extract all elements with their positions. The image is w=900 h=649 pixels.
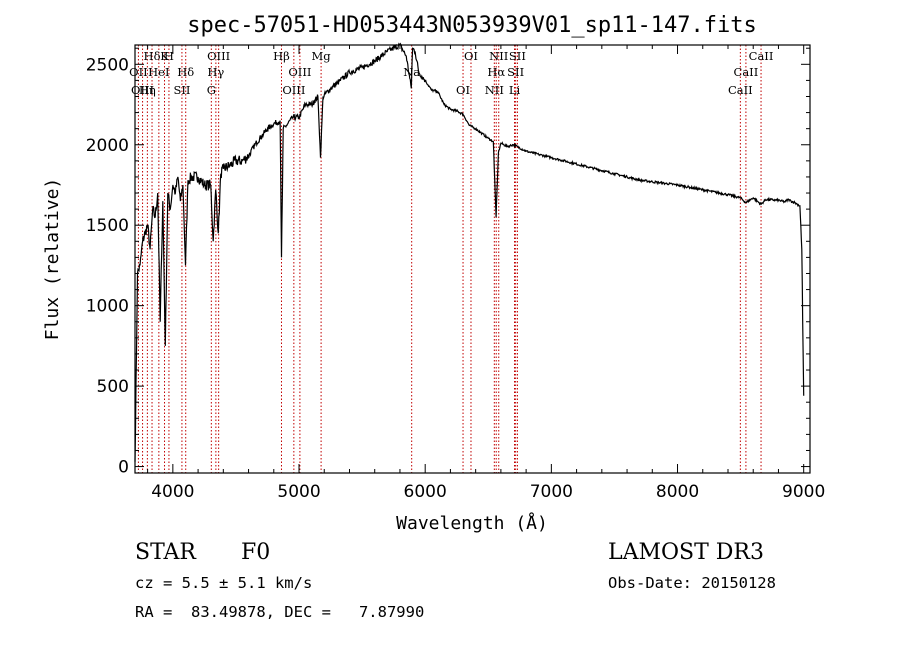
line-label: OI (456, 83, 470, 97)
x-tick-label: 7000 (530, 482, 573, 502)
line-label: OIII (282, 83, 305, 97)
y-tick-label: 500 (97, 377, 129, 397)
line-label: Hδ (144, 49, 161, 63)
axis-ticks: 4000 5000 6000 7000 8000 9000 0 500 1000 1500 2000… (86, 45, 825, 502)
line-label: Hγ (207, 65, 224, 79)
y-tick-label: 2500 (86, 55, 129, 75)
y-tick-label: 0 (118, 458, 129, 478)
observation-date: Obs-Date: 20150128 (608, 574, 776, 592)
line-label: NII (485, 83, 504, 97)
chart-title: spec-57051-HD053443N053939V01_sp11-147.f… (187, 13, 757, 38)
line-label: Hη (139, 83, 156, 97)
plot-frame (134, 44, 811, 474)
line-label: SII (507, 65, 524, 79)
line-label: OIII (131, 83, 154, 97)
x-tick-label: 5000 (277, 482, 320, 502)
line-label: Li (509, 83, 521, 97)
x-axis-label: Wavelength (Å) (396, 512, 548, 534)
line-label: OII (129, 65, 148, 79)
x-tick-label: 8000 (656, 482, 699, 502)
line-label: H (164, 49, 174, 63)
object-subclass: F0 (241, 540, 271, 565)
line-label: K (160, 49, 169, 63)
line-label: SII (509, 49, 526, 63)
line-label: Hα (487, 65, 505, 79)
y-tick-label: 1000 (86, 297, 129, 317)
x-tick-label: 4000 (151, 482, 194, 502)
coordinates: RA = 83.49878, DEC = 7.87990 (135, 603, 425, 621)
spectrum-series (134, 42, 805, 462)
x-tick-label: 9000 (782, 482, 825, 502)
line-label: OIII (207, 49, 230, 63)
survey-name: LAMOST DR3 (608, 540, 764, 565)
emission-line-labels: HδOIIOIIIKHeIHηHHδSIIOIIIHγGHβOIIIOIIIMg… (129, 49, 773, 97)
line-label: CaII (734, 65, 759, 79)
line-label: G (207, 83, 216, 97)
line-label: OI (464, 49, 478, 63)
y-tick-label: 2000 (86, 136, 129, 156)
x-tick-label: 6000 (404, 482, 447, 502)
line-label: Hδ (177, 65, 194, 79)
line-label: Mg (312, 49, 332, 63)
line-label: CaII (749, 49, 774, 63)
line-label: HeI (148, 65, 169, 79)
line-label: SII (173, 83, 190, 97)
line-label: Hβ (273, 49, 290, 63)
line-label: NII (489, 49, 508, 63)
y-tick-label: 1500 (86, 216, 129, 236)
object-class: STAR (135, 540, 196, 565)
redshift-velocity: cz = 5.5 ± 5.1 km/s (135, 574, 313, 592)
line-label: OIII (288, 65, 311, 79)
y-axis-label: Flux (relative) (42, 178, 63, 341)
line-label: CaII (728, 83, 753, 97)
